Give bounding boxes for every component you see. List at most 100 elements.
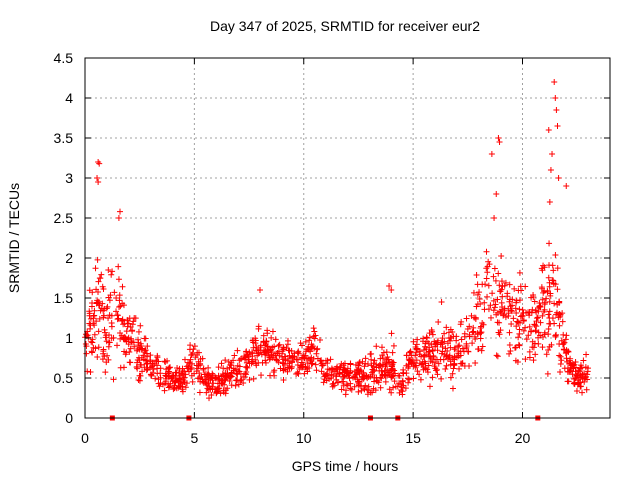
data-point-250 <box>482 281 489 288</box>
data-point-1428 <box>443 353 450 360</box>
data-point-1453 <box>526 354 533 361</box>
data-point-1094 <box>169 372 176 379</box>
data-point-1233 <box>549 277 556 284</box>
data-point-1163 <box>424 338 431 345</box>
data-point-919 <box>143 360 150 367</box>
data-point-104 <box>414 368 421 375</box>
data-point-1195 <box>243 359 250 366</box>
data-point-1052 <box>105 332 112 339</box>
data-point-1455 <box>294 361 301 368</box>
data-point-422 <box>447 344 454 351</box>
data-point-143 <box>417 376 424 383</box>
data-point-1259 <box>361 386 368 393</box>
data-point-112 <box>556 322 563 329</box>
data-point-332 <box>272 336 279 343</box>
data-point-746 <box>577 362 584 369</box>
data-point-1432 <box>474 291 481 298</box>
data-point-6 <box>377 384 384 391</box>
data-point-731 <box>506 329 513 336</box>
data-point-579 <box>490 307 497 314</box>
data-point-703 <box>339 373 346 380</box>
data-point-1454 <box>156 383 163 390</box>
data-point-548 <box>442 366 449 373</box>
data-point-1048 <box>470 328 477 335</box>
data-point-558 <box>137 322 144 329</box>
y-tick-label-0: 0 <box>65 410 73 426</box>
data-point-753 <box>230 357 237 364</box>
data-point-330 <box>234 347 241 354</box>
data-point-899 <box>377 355 384 362</box>
data-point-1514 <box>491 215 498 221</box>
data-point-894 <box>119 300 126 307</box>
data-point-909 <box>95 302 102 309</box>
data-point-1120 <box>294 356 301 363</box>
data-point-1347 <box>263 338 270 345</box>
data-point-1141 <box>165 381 172 388</box>
data-point-1224 <box>453 354 460 361</box>
data-point-1419 <box>490 273 497 280</box>
data-point-1039 <box>516 342 523 349</box>
data-point-1302 <box>173 385 180 392</box>
data-point-1332 <box>476 296 483 303</box>
data-point-1487 <box>472 315 479 322</box>
data-point-1342 <box>368 356 375 363</box>
axis-ticks: 0 5 10 15 20 0 0.5 1 1.5 2 2.5 3 3.5 4 4.5 <box>54 50 610 446</box>
data-point-936 <box>512 305 519 312</box>
data-point-1508 <box>388 287 395 293</box>
data-point-1072 <box>445 335 452 342</box>
data-point-634 <box>231 352 238 359</box>
data-point-1512 <box>496 139 503 145</box>
data-point-1518 <box>553 107 560 113</box>
data-point-1150 <box>286 352 293 359</box>
data-point-146 <box>83 350 90 357</box>
data-point-1222 <box>290 355 297 362</box>
data-point-514 <box>97 307 104 314</box>
data-point-1162 <box>423 351 430 358</box>
data-point-101 <box>390 384 397 391</box>
data-point-1 <box>276 341 283 348</box>
data-point-1388 <box>405 356 412 363</box>
data-point-1304 <box>299 363 306 370</box>
data-point-1177 <box>86 320 93 327</box>
data-point-1452 <box>185 368 192 375</box>
data-point-1148 <box>460 348 467 355</box>
data-point-958 <box>267 372 274 379</box>
data-point-1389 <box>561 339 568 346</box>
data-point-420 <box>115 276 122 283</box>
data-point-1138 <box>412 364 419 371</box>
data-point-1166 <box>157 380 164 387</box>
data-point-841 <box>108 312 115 319</box>
x-tick-label-2: 10 <box>296 430 312 446</box>
data-point-616 <box>508 321 515 328</box>
data-point-1066 <box>355 362 362 369</box>
data-point-1472 <box>530 344 537 351</box>
data-point-1290 <box>560 340 567 347</box>
data-point-280 <box>495 270 502 277</box>
data-point-1067 <box>114 342 121 349</box>
data-point-748 <box>443 324 450 331</box>
data-point-1406 <box>553 331 560 338</box>
data-point-1045 <box>514 318 521 325</box>
data-point-1035 <box>534 314 541 321</box>
data-point-1434 <box>324 366 331 373</box>
data-point-1091 <box>484 293 491 300</box>
data-point-840 <box>152 375 159 382</box>
data-point-1073 <box>134 357 141 364</box>
data-point-1291 <box>103 305 110 312</box>
data-point-775 <box>540 262 547 269</box>
data-point-564 <box>473 272 480 279</box>
data-point-1164 <box>102 369 109 376</box>
data-point-836 <box>111 289 118 296</box>
data-point-705 <box>296 365 303 372</box>
data-point-1366 <box>375 379 382 386</box>
data-point-901 <box>193 368 200 375</box>
data-point-754 <box>520 309 527 316</box>
data-point-890 <box>147 371 154 378</box>
data-point-1169 <box>494 319 501 326</box>
data-point-664 <box>438 339 445 346</box>
data-point-37 <box>297 340 304 347</box>
data-point-1464 <box>282 353 289 360</box>
data-point-1289 <box>381 359 388 366</box>
data-point-1087 <box>307 348 314 355</box>
data-point-1365 <box>509 308 516 315</box>
